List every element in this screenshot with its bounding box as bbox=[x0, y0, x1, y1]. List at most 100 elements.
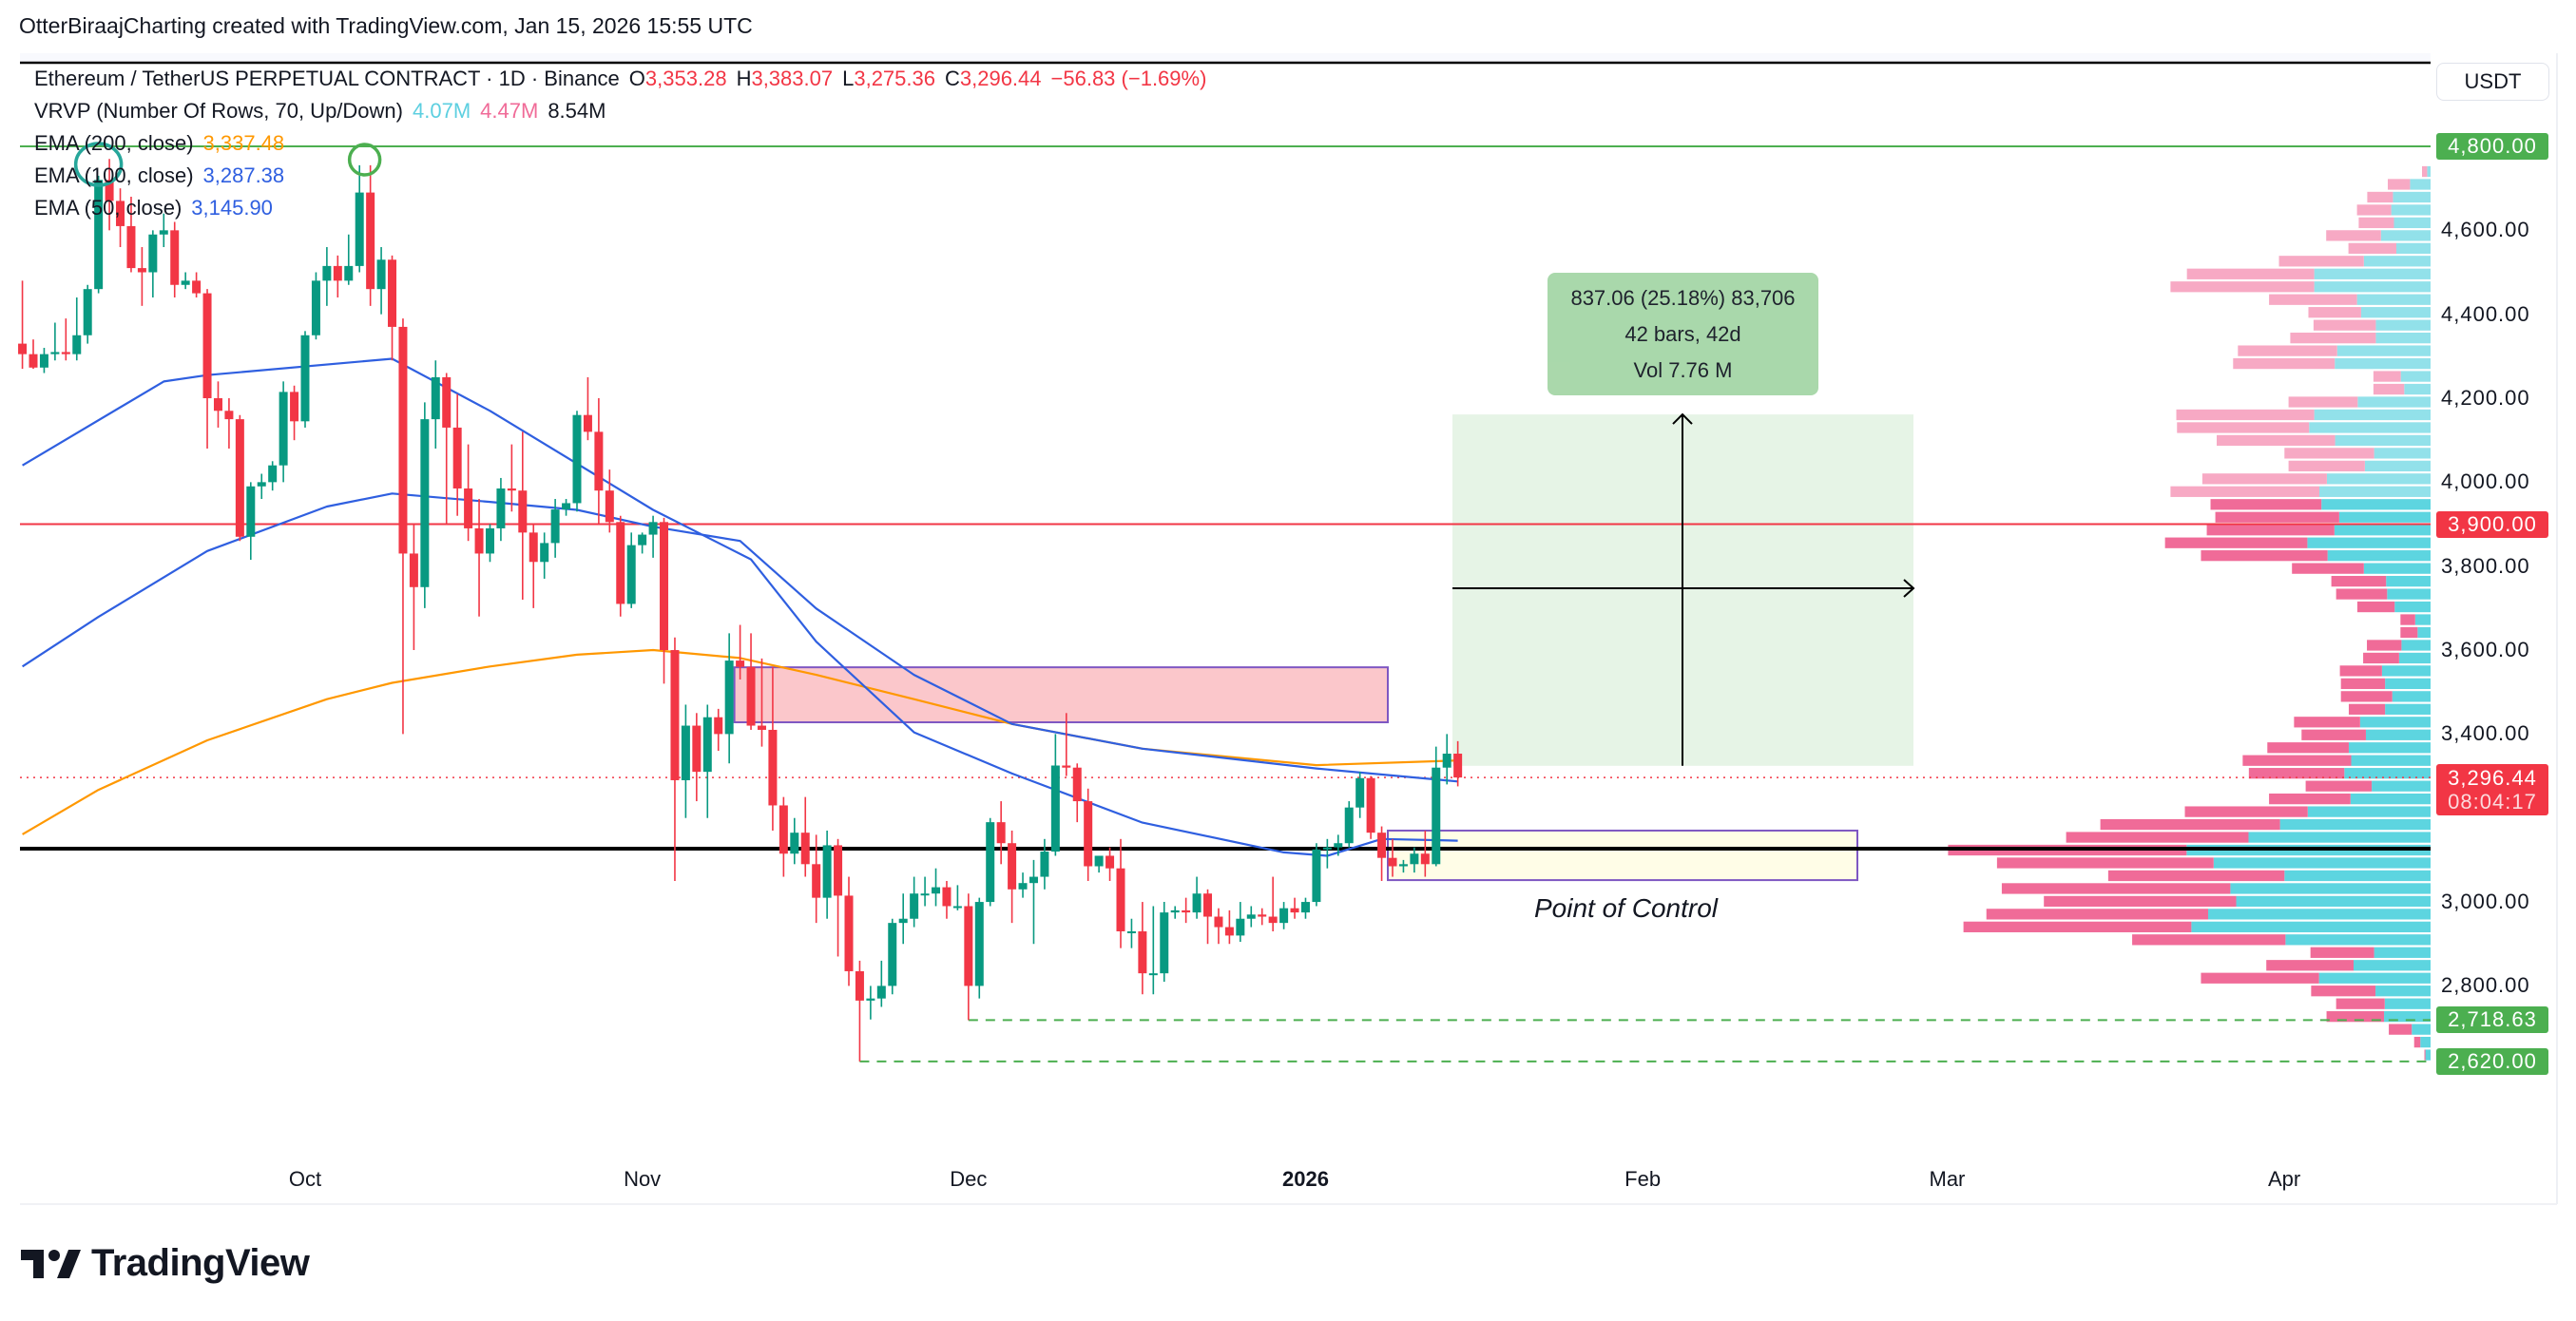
volume-profile-up-bar bbox=[2314, 268, 2431, 279]
candle-body bbox=[322, 265, 332, 281]
candle bbox=[1116, 838, 1125, 948]
legend-symbol-row: Ethereum / TetherUS PERPETUAL CONTRACT ·… bbox=[34, 67, 1216, 91]
vrvp-up-volume: 4.07M bbox=[413, 99, 471, 123]
candle bbox=[692, 713, 702, 802]
price-tag: 3,900.00 bbox=[2436, 510, 2548, 538]
candle bbox=[1312, 843, 1321, 907]
volume-profile-up-bar bbox=[2375, 319, 2431, 331]
candle-body bbox=[1072, 767, 1082, 802]
volume-profile-up-bar bbox=[2374, 448, 2431, 459]
arrow-right-icon bbox=[1903, 579, 1915, 598]
volume-profile-down-bar bbox=[2107, 870, 2285, 882]
volume-profile-down-bar bbox=[1986, 909, 2208, 920]
candle bbox=[757, 658, 766, 747]
candle bbox=[1105, 847, 1115, 881]
candle bbox=[1366, 775, 1375, 839]
legend-ema100-row[interactable]: EMA (100, close) 3,287.38 bbox=[34, 163, 294, 188]
legend-ema200-row[interactable]: EMA (200, close) 3,337.48 bbox=[34, 131, 294, 156]
volume-profile-down-bar bbox=[2210, 499, 2322, 510]
volume-profile-down-bar bbox=[2186, 268, 2315, 279]
volume-profile-up-bar bbox=[2230, 883, 2431, 894]
candle bbox=[1050, 734, 1060, 856]
candle-body bbox=[1028, 876, 1038, 884]
candle bbox=[1148, 906, 1158, 995]
volume-profile-up-bar bbox=[2374, 947, 2431, 958]
candle-body bbox=[518, 490, 528, 533]
price-tick-label: 2,800.00 bbox=[2441, 973, 2530, 998]
candle-body bbox=[1268, 916, 1278, 924]
candle-body bbox=[235, 419, 244, 537]
candle bbox=[594, 398, 604, 525]
volume-profile-up-bar bbox=[2386, 575, 2431, 587]
measure-label[interactable]: 837.06 (25.18%) 83,706 42 bars, 42d Vol … bbox=[1548, 273, 1818, 395]
candle bbox=[540, 532, 549, 579]
currency-button[interactable]: USDT bbox=[2436, 63, 2549, 101]
candle bbox=[1094, 855, 1104, 873]
volume-profile-down-bar bbox=[2269, 793, 2351, 805]
candle bbox=[1442, 734, 1451, 785]
volume-profile-down-bar bbox=[2413, 1036, 2421, 1048]
candle bbox=[800, 796, 810, 877]
volume-profile-up-bar bbox=[2321, 499, 2431, 510]
volume-profile-down-bar bbox=[2422, 165, 2428, 178]
candle bbox=[1126, 918, 1136, 948]
candle bbox=[1355, 772, 1365, 818]
candle bbox=[376, 247, 386, 315]
candle bbox=[724, 633, 734, 764]
candle-body bbox=[1322, 847, 1332, 850]
candle-body bbox=[1050, 765, 1060, 852]
volume-profile-down-bar bbox=[2170, 281, 2315, 293]
volume-profile-up-bar bbox=[2380, 230, 2431, 241]
symbol-title[interactable]: Ethereum / TetherUS PERPETUAL CONTRACT ·… bbox=[34, 67, 620, 90]
price-tick-label: 3,600.00 bbox=[2441, 638, 2530, 662]
volume-profile-down-bar bbox=[2373, 383, 2405, 395]
volume-profile-down-bar bbox=[2266, 960, 2354, 971]
volume-profile-down-bar bbox=[2217, 434, 2336, 447]
volume-profile-down-bar bbox=[2294, 717, 2360, 728]
candle-body bbox=[344, 265, 354, 281]
candle-body bbox=[714, 717, 723, 735]
candle-body bbox=[876, 986, 886, 999]
volume-profile-up-bar bbox=[2393, 191, 2431, 203]
candle bbox=[952, 885, 962, 910]
candle bbox=[876, 960, 886, 1007]
candle-body bbox=[94, 180, 104, 290]
candle bbox=[105, 159, 114, 231]
candle-body bbox=[159, 230, 168, 235]
candle-body bbox=[681, 725, 690, 780]
volume-profile-down-bar bbox=[2267, 742, 2349, 754]
candle-body bbox=[1214, 916, 1223, 928]
candle bbox=[1453, 740, 1463, 787]
legend-vrvp-row[interactable]: VRVP (Number Of Rows, 70, Up/Down) 4.07M 4… bbox=[34, 99, 615, 124]
price-tick-label: 4,000.00 bbox=[2441, 469, 2530, 494]
volume-profile-down-bar bbox=[2310, 947, 2374, 958]
volume-profile-up-bar bbox=[2336, 345, 2431, 356]
candle-body bbox=[464, 488, 473, 528]
candle bbox=[61, 318, 70, 361]
candle-body bbox=[1094, 855, 1104, 867]
candle bbox=[1377, 826, 1387, 881]
poc-label[interactable]: Point of Control bbox=[1534, 893, 1718, 923]
volume-profile-down-bar bbox=[2238, 345, 2337, 356]
close-label: C bbox=[944, 67, 960, 90]
volume-profile-up-bar bbox=[2314, 281, 2431, 293]
candle bbox=[300, 331, 310, 428]
tradingview-logo[interactable]: TradingView bbox=[21, 1242, 310, 1285]
ema50-value: 3,145.90 bbox=[191, 196, 273, 220]
volume-profile-down-bar bbox=[2248, 768, 2345, 779]
candle bbox=[420, 402, 430, 608]
volume-profile-down-bar bbox=[2201, 473, 2327, 485]
candle-body bbox=[1105, 855, 1115, 869]
candle-body bbox=[996, 822, 1006, 844]
candle bbox=[812, 834, 821, 924]
candle-body bbox=[1420, 853, 1430, 865]
candle-body bbox=[583, 414, 592, 432]
candle bbox=[1236, 902, 1245, 943]
legend-ema50-row[interactable]: EMA (50, close) 3,145.90 bbox=[34, 196, 282, 220]
volume-profile-down-bar bbox=[2400, 614, 2415, 625]
volume-profile-down-bar bbox=[2305, 780, 2373, 792]
volume-profile-down-bar bbox=[2233, 357, 2336, 370]
volume-profile-up-bar bbox=[2236, 895, 2431, 908]
volume-profile-up-bar bbox=[2364, 460, 2431, 472]
